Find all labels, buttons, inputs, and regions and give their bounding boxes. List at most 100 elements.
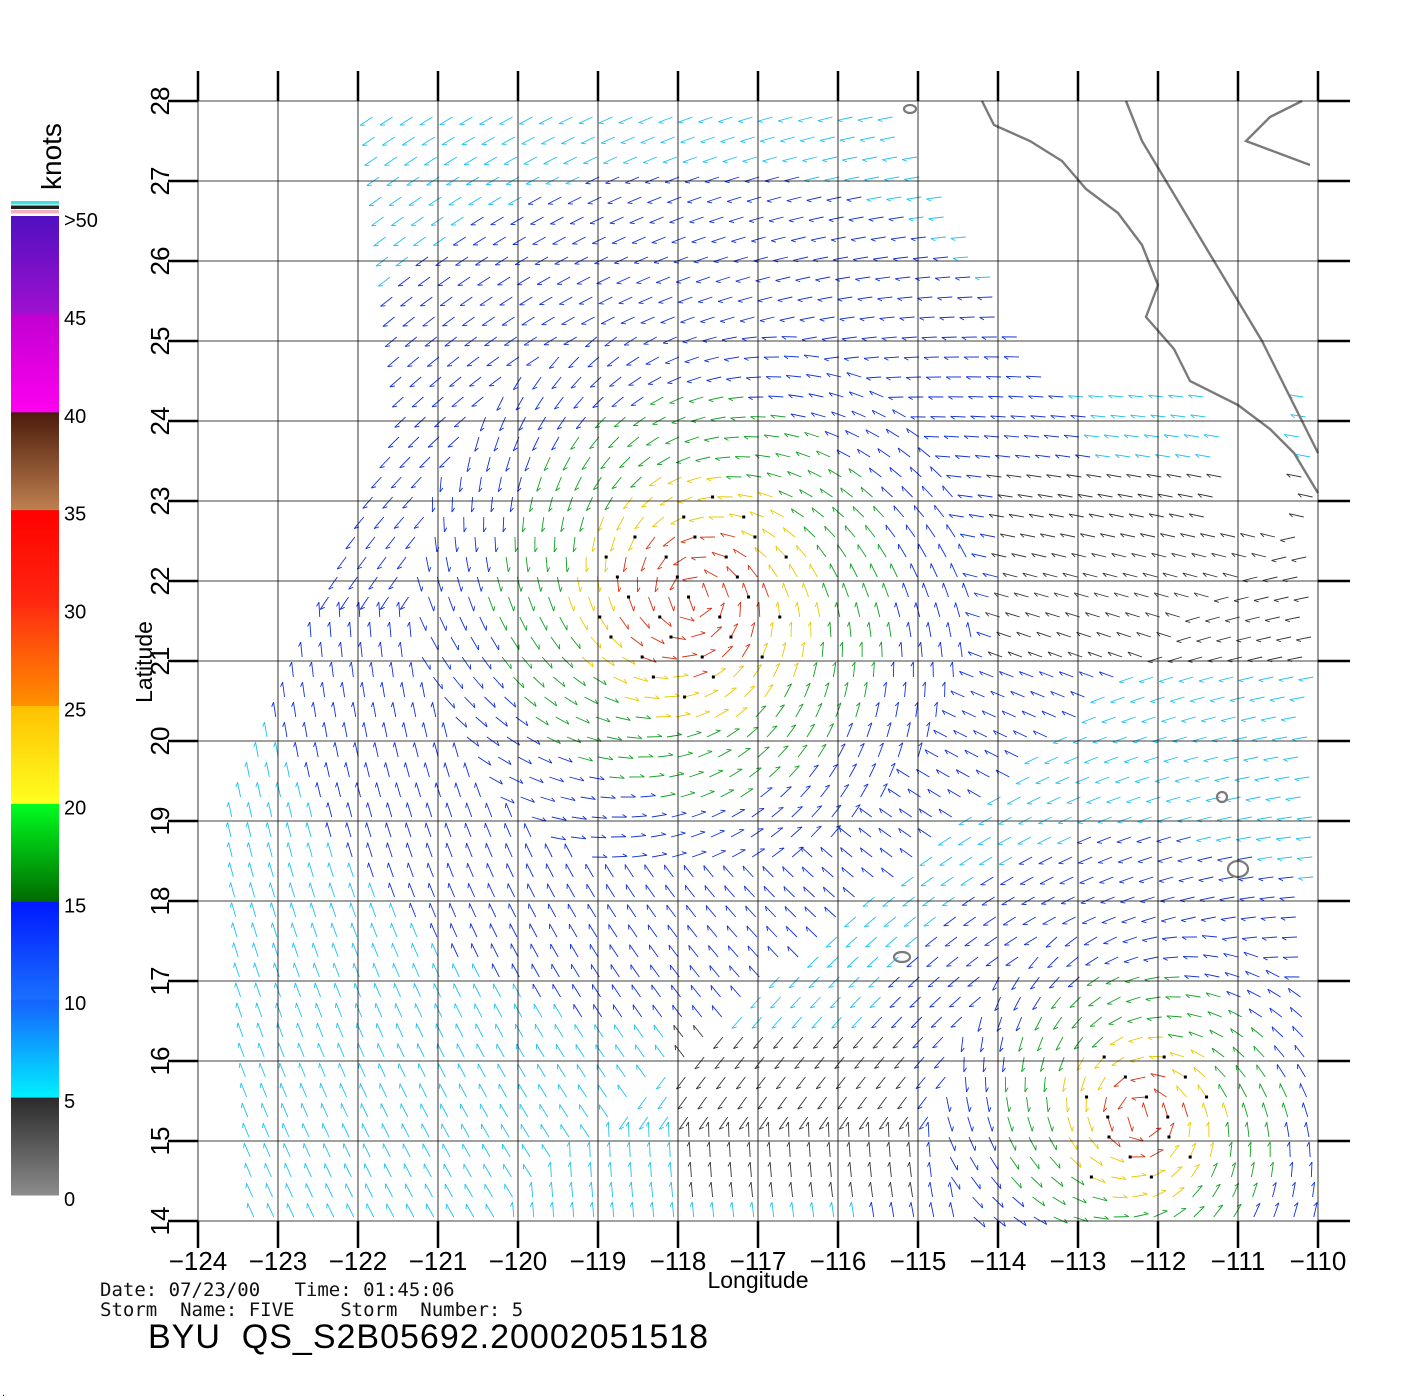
wind-vector xyxy=(967,789,981,798)
wind-vector-head xyxy=(868,985,874,988)
wind-vector-head xyxy=(689,965,692,971)
wind-vector-head xyxy=(464,722,468,728)
wind-vector-head xyxy=(480,586,484,592)
wind-vector xyxy=(1166,1015,1182,1018)
wind-vector-head xyxy=(1128,1040,1134,1043)
wind-vector-head xyxy=(937,297,943,301)
wind-vector xyxy=(788,1142,791,1158)
wind-vector-head xyxy=(1166,800,1172,803)
wind-vector-head xyxy=(1306,1141,1310,1147)
wind-vector xyxy=(1185,796,1201,802)
wind-vector-head xyxy=(412,742,415,748)
wind-vector xyxy=(306,1203,315,1218)
wind-vector xyxy=(238,1042,245,1058)
wind-vector-head xyxy=(1176,840,1182,843)
wind-vector xyxy=(1002,1056,1005,1072)
wind-vector-head xyxy=(448,903,451,909)
wind-vector xyxy=(789,563,798,578)
wind-vector-head xyxy=(1005,375,1011,380)
wind-vector-head xyxy=(1069,1005,1075,1008)
wind-vector xyxy=(294,982,301,998)
wind-vector-head xyxy=(1072,742,1079,744)
wind-vector-head xyxy=(751,1026,757,1029)
wind-vector xyxy=(456,1043,465,1058)
wind-vector xyxy=(548,356,560,369)
wind-vector xyxy=(1169,1051,1185,1058)
wind-vector-head xyxy=(782,866,785,872)
wind-vector xyxy=(334,742,339,758)
wind-vector-head xyxy=(549,1201,553,1207)
wind-vector-head xyxy=(743,885,746,891)
wind-vector xyxy=(551,816,567,821)
wind-vector xyxy=(517,756,532,765)
wind-vector-head xyxy=(701,850,707,853)
wind-vector-head xyxy=(671,422,677,424)
wind-vector-head xyxy=(949,1005,955,1008)
wind-vector xyxy=(574,476,582,491)
wind-vector-head xyxy=(991,553,996,558)
wind-vector xyxy=(486,356,500,367)
wind-vector-head xyxy=(320,1103,323,1109)
wind-vector-head xyxy=(1075,454,1080,459)
wind-vector xyxy=(282,1123,290,1138)
wind-vector xyxy=(1192,736,1208,742)
wind-vector-head xyxy=(653,606,656,612)
wind-vector-head xyxy=(934,701,938,707)
wind-vector-head xyxy=(737,601,742,607)
wind-vector-head xyxy=(1241,938,1247,942)
wind-vector xyxy=(1042,572,1058,578)
wind-vector xyxy=(632,1004,643,1018)
wind-vector xyxy=(687,196,702,203)
rain-flag-marker xyxy=(747,595,751,599)
wind-vector-head xyxy=(495,547,499,553)
wind-vector xyxy=(746,376,762,379)
wind-vector xyxy=(671,1202,675,1218)
wind-vector xyxy=(505,802,513,818)
wind-vector xyxy=(1029,1156,1040,1170)
wind-vector-head xyxy=(447,445,453,448)
wind-vector-head xyxy=(284,1163,286,1169)
wind-vector xyxy=(419,616,427,631)
wind-vector xyxy=(760,787,773,798)
wind-vector xyxy=(370,476,382,489)
wind-vector xyxy=(358,1063,366,1078)
wind-vector xyxy=(984,1076,987,1093)
wind-vector xyxy=(347,802,353,818)
wind-vector xyxy=(787,471,802,478)
wind-vector xyxy=(318,601,321,618)
wind-vector-head xyxy=(1043,434,1049,439)
wind-vector-head xyxy=(522,682,525,688)
wind-vector-head xyxy=(1201,935,1207,939)
wind-vector xyxy=(942,582,949,598)
wind-vector-head xyxy=(603,680,607,686)
wind-vector-head xyxy=(1195,454,1200,459)
wind-vector-head xyxy=(982,572,987,578)
wind-vector-head xyxy=(1194,780,1200,783)
wind-vector xyxy=(890,1016,903,1029)
wind-vector-head xyxy=(786,200,792,203)
wind-vector-head xyxy=(1102,572,1107,578)
wind-vector-head xyxy=(826,199,832,203)
wind-vector-head xyxy=(554,701,558,707)
rain-flag-marker xyxy=(784,555,788,559)
wind-vector xyxy=(247,1203,255,1218)
wind-vector xyxy=(937,296,953,299)
wind-vector xyxy=(421,1123,430,1138)
rain-flag-marker xyxy=(1167,1135,1171,1139)
wind-vector-head xyxy=(770,509,774,515)
wind-vector-head xyxy=(1059,882,1065,885)
wind-vector xyxy=(612,855,628,858)
wind-vector xyxy=(1011,1176,1022,1189)
wind-vector xyxy=(730,623,739,638)
wind-vector-head xyxy=(852,506,855,512)
wind-vector xyxy=(656,456,671,465)
wind-vector-head xyxy=(930,416,936,420)
wind-vector xyxy=(964,749,979,758)
wind-vector xyxy=(672,852,687,858)
wind-vector xyxy=(505,456,511,472)
wind-vector xyxy=(1143,956,1159,961)
wind-vector-head xyxy=(906,622,909,628)
wind-vector-head xyxy=(649,1201,653,1207)
wind-vector xyxy=(915,1076,926,1089)
wind-vector xyxy=(454,536,457,552)
